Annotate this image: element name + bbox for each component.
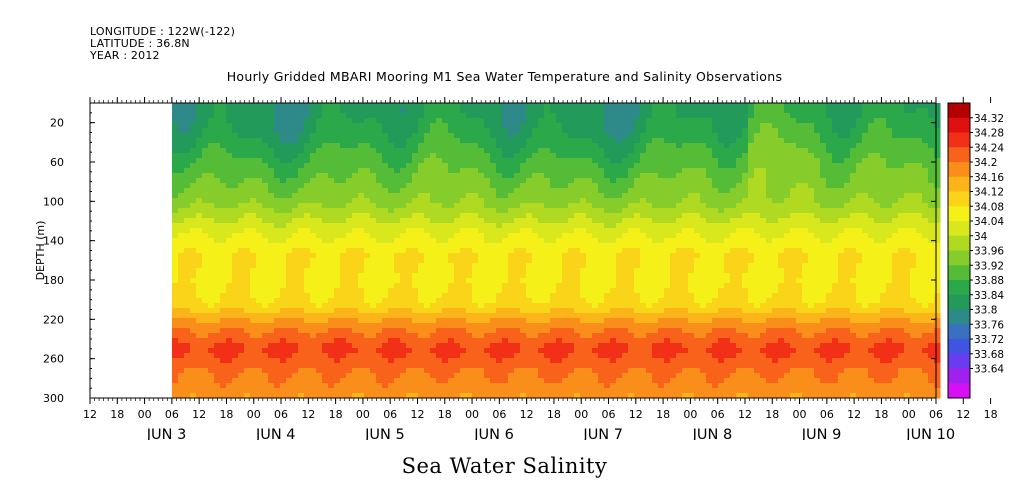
x-hour-label: 00: [465, 408, 479, 421]
colorbar-label: 33.88: [974, 275, 1004, 287]
colorbar-label: 34.32: [974, 113, 1004, 125]
colorbar-swatch: [948, 147, 970, 163]
salinity-field: [171, 103, 941, 399]
x-hour-label: 12: [410, 408, 424, 421]
x-hour-label: 18: [219, 408, 233, 421]
colorbar-swatch: [948, 368, 970, 384]
x-hour-label: 18: [656, 408, 670, 421]
colorbar-swatch: [948, 265, 970, 281]
colorbar-swatch: [948, 383, 970, 399]
x-hour-label: 06: [602, 408, 616, 421]
x-hour-label: 00: [574, 408, 588, 421]
colorbar-label: 34.2: [974, 157, 997, 169]
colorbar-label: 33.72: [974, 334, 1004, 346]
colorbar-label: 34.24: [974, 142, 1004, 154]
x-hour-label: 00: [902, 408, 916, 421]
x-day-label: JUN 6: [473, 427, 514, 440]
x-hour-label: 12: [847, 408, 861, 421]
colorbar-label: 34.08: [974, 201, 1004, 213]
variable-title: Sea Water Salinity: [401, 454, 608, 478]
colorbar-swatch: [948, 132, 970, 148]
colorbar-swatch: [948, 280, 970, 296]
x-hour-label: 12: [738, 408, 752, 421]
colorbar-swatch: [948, 221, 970, 237]
x-day-label: JUN 7: [582, 427, 623, 440]
colorbar-swatch: [948, 103, 970, 119]
x-hour-label: 00: [356, 408, 370, 421]
colorbar-label: 33.96: [974, 246, 1004, 258]
colorbar-label: 33.64: [974, 364, 1004, 376]
y-tick-label: 140: [43, 235, 64, 248]
longitude-label: LONGITUDE : 122W(-122): [90, 25, 236, 38]
salinity-chart: 20 60 100 140 180 220 260 300 DEPTH (m) 12 18 00 06 1…: [34, 97, 1004, 440]
x-day-label: JUN 10: [905, 427, 955, 440]
x-hour-label: 12: [520, 408, 534, 421]
colorbar-swatch: [948, 117, 970, 133]
colorbar-swatch: [948, 250, 970, 266]
x-hour-label: 00: [247, 408, 261, 421]
x-hour-label: 06: [929, 408, 943, 421]
x-hour-label: 12: [629, 408, 643, 421]
colorbar-swatch: [948, 294, 970, 310]
colorbar-swatch: [948, 309, 970, 325]
colorbar-swatch: [948, 353, 970, 369]
x-day-label: JUN 3: [146, 427, 187, 440]
x-hour-label: 18: [329, 408, 343, 421]
y-axis-label: DEPTH (m): [34, 221, 47, 281]
x-hour-label: 12: [301, 408, 315, 421]
y-tick-label: 220: [43, 313, 64, 326]
x-hour-label: 12: [192, 408, 206, 421]
x-hour-label: 06: [711, 408, 725, 421]
x-hour-label: 12: [83, 408, 97, 421]
y-tick-label: 60: [50, 156, 64, 169]
x-hour-label: 06: [492, 408, 506, 421]
colorbar-swatch: [948, 176, 970, 192]
latitude-label: LATITUDE : 36.8N: [90, 37, 190, 50]
x-hour-label: 06: [820, 408, 834, 421]
colorbar-swatch: [948, 235, 970, 251]
x-day-label: JUN 8: [692, 427, 733, 440]
plot-area: [171, 103, 941, 399]
colorbar-label: 34.16: [974, 172, 1004, 184]
x-hour-label: 18: [765, 408, 779, 421]
x-hour-label: 18: [438, 408, 452, 421]
x-hour-label: 00: [138, 408, 152, 421]
colorbar-label: 33.84: [974, 290, 1004, 302]
x-day-label: JUN 9: [801, 427, 842, 440]
x-hour-label: 18: [984, 408, 998, 421]
x-hour-label: 00: [793, 408, 807, 421]
x-hour-label: 12: [956, 408, 970, 421]
x-day-label: JUN 5: [364, 427, 405, 440]
colorbar-label: 34.12: [974, 187, 1004, 199]
y-tick-label: 300: [43, 392, 64, 405]
colorbar-label: 33.92: [974, 260, 1004, 272]
chart-title: Hourly Gridded MBARI Mooring M1 Sea Wate…: [226, 69, 783, 84]
colorbar-swatch: [948, 191, 970, 207]
axes: 20 60 100 140 180 220 260 300 DEPTH (m) 12 18 00 06 1…: [34, 97, 998, 440]
y-tick-label: 100: [43, 195, 64, 208]
x-hour-label: 06: [274, 408, 288, 421]
colorbar-swatch: [948, 339, 970, 355]
colorbar-swatch: [948, 324, 970, 340]
colorbar-label: 34.28: [974, 128, 1004, 140]
x-hour-label: 06: [383, 408, 397, 421]
colorbar-swatch: [948, 162, 970, 178]
x-hour-label: 06: [165, 408, 179, 421]
year-label: YEAR : 2012: [90, 49, 160, 62]
colorbar-label: 33.76: [974, 319, 1004, 331]
colorbar-label: 34.04: [974, 216, 1004, 228]
y-tick-label: 260: [43, 353, 64, 366]
x-hour-label: 18: [547, 408, 561, 421]
y-tick-label: 20: [50, 117, 64, 130]
colorbar: 34.32 34.28 34.24 34.2 34.16 34.12 34.08 34.04 3…: [947, 102, 1004, 399]
colorbar-label: 33.68: [974, 349, 1004, 361]
colorbar-label: 34: [974, 231, 988, 243]
colorbar-swatch: [948, 206, 970, 222]
y-tick-label: 180: [43, 274, 64, 287]
x-day-label: JUN 4: [255, 427, 296, 440]
x-hour-label: 18: [874, 408, 888, 421]
colorbar-label: 33.8: [974, 305, 997, 317]
x-hour-label: 00: [683, 408, 697, 421]
x-hour-label: 18: [110, 408, 124, 421]
